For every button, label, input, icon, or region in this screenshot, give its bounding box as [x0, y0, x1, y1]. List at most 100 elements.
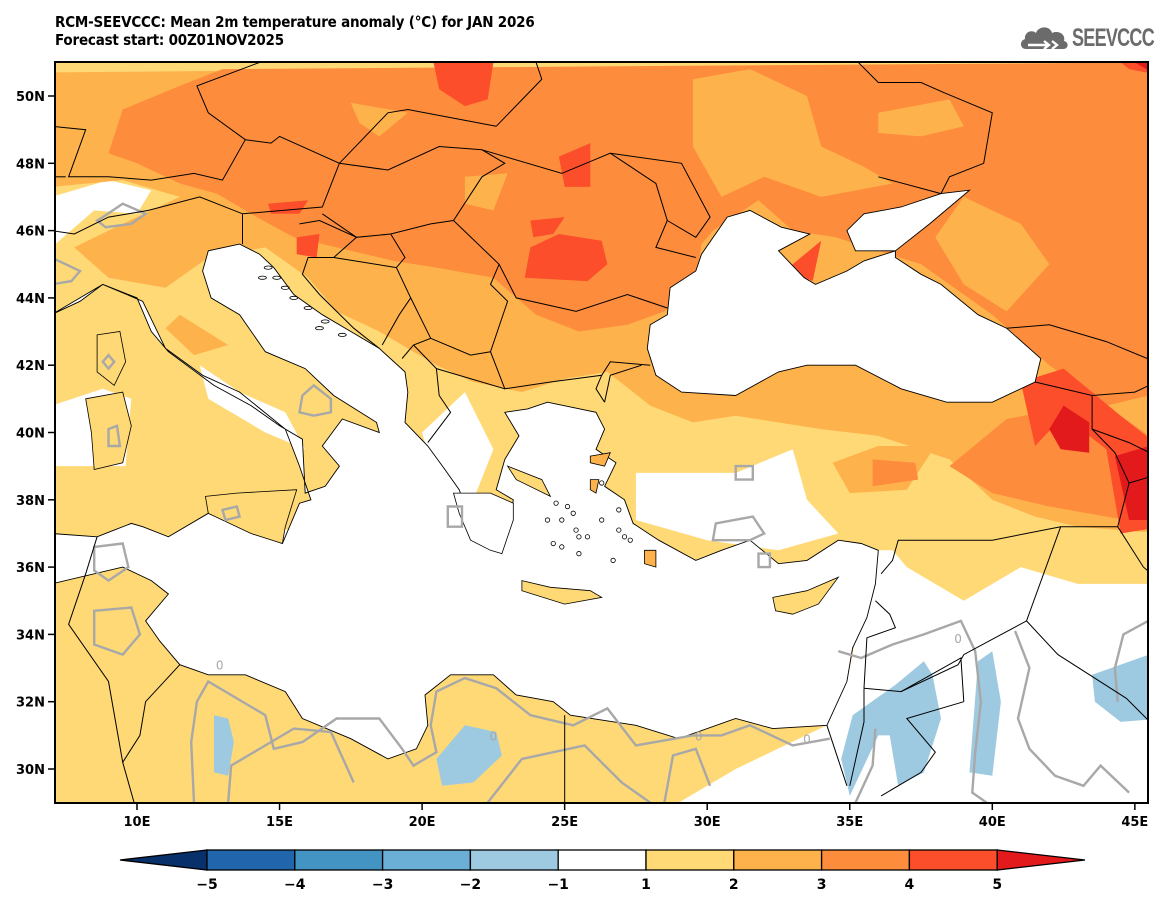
colorbar-label: −2 [460, 877, 481, 893]
aegean-island [584, 534, 591, 540]
zero-contour-label: 0 [803, 733, 811, 747]
anomaly-2-3 [165, 314, 229, 356]
country-border [1006, 324, 1148, 360]
anomaly-negative [214, 715, 234, 776]
zero-contour-label: 0 [954, 632, 962, 646]
colorbar-bin [908, 849, 998, 871]
lon-tick-label: 25E [551, 815, 578, 830]
anomaly-field [55, 62, 1148, 803]
colorbar-label: 3 [817, 877, 827, 893]
country-border [495, 62, 543, 127]
anomaly-negative [841, 661, 941, 796]
lat-tick-label: 32N [16, 696, 45, 711]
island-rhodes [644, 549, 657, 568]
colorbar-label: −4 [284, 877, 306, 893]
colorbar: −5 −4 −3 −2 −1 1 2 3 4 5 [119, 849, 1086, 893]
colorbar-label: 1 [641, 877, 651, 893]
country-border [826, 725, 848, 786]
lat-tick-label: 44N [16, 292, 45, 307]
title-line-1: RCM-SEEVCCC: Mean 2m temperature anomaly… [55, 13, 535, 31]
lon-tick-label: 10E [124, 815, 151, 830]
anomaly-negative [969, 651, 1001, 776]
anomaly-3-4 [872, 459, 919, 487]
country-border [68, 536, 124, 763]
zero-contour [227, 727, 355, 803]
zero-contour [1113, 619, 1148, 702]
lat-tick-label: 42N [16, 359, 45, 374]
colorbar-bin [820, 849, 911, 871]
colorbar-bin [381, 849, 472, 871]
aegean-island [599, 517, 605, 523]
zero-contour [711, 515, 766, 542]
country-border [1026, 620, 1148, 721]
anomaly-3-4 [108, 62, 1148, 406]
anomaly-negative [436, 725, 502, 786]
aegean-island [610, 557, 616, 563]
aegean-island [559, 517, 565, 523]
country-border [900, 657, 965, 702]
anomaly-2-3 [692, 69, 893, 197]
colorbar-bin [733, 849, 823, 871]
zero-contour [446, 505, 464, 528]
zero-contour [101, 353, 116, 371]
anomaly-2-3 [350, 102, 408, 137]
lon-tick-label: 15E [266, 815, 293, 830]
adriatic-island [320, 319, 330, 324]
zero-contour [757, 552, 772, 569]
anomaly-above-5 [1049, 405, 1090, 453]
country-border [333, 257, 397, 269]
island-chios [589, 479, 600, 494]
anomaly-2-3 [878, 99, 964, 137]
adriatic-island [280, 285, 290, 290]
country-border [1117, 526, 1148, 572]
aegean-island [627, 537, 633, 543]
colorbar-label: −3 [372, 877, 393, 893]
country-border [1034, 381, 1148, 397]
anomaly-4-5 [524, 234, 608, 282]
country-border [849, 688, 865, 786]
lon-tick-label: 45E [1121, 815, 1148, 830]
zero-contour [854, 728, 877, 803]
country-border [339, 108, 497, 164]
island-euboea [506, 465, 552, 498]
country-border [481, 149, 696, 258]
mediterranean-sea [55, 243, 879, 760]
adriatic-island [289, 295, 299, 300]
country-border [595, 375, 606, 403]
anomaly-2-3 [935, 196, 1050, 312]
lat-tick-label: 36N [16, 561, 45, 576]
country-border [381, 233, 412, 346]
title-line-2: Forecast start: 00Z01NOV2025 [55, 31, 284, 49]
country-border [610, 152, 711, 238]
anomaly-above-5 [1134, 62, 1148, 70]
zero-contour [298, 383, 333, 417]
adriatic-island [258, 275, 267, 280]
island-sicily [204, 489, 298, 545]
lon-tick-label: 40E [979, 815, 1006, 830]
colorbar-label: 5 [992, 877, 1002, 893]
country-border [880, 701, 964, 797]
zero-contour [93, 542, 130, 583]
longitude-axis: 10E 15E 20E 25E 30E 35E 40E 45E [124, 803, 1148, 830]
anomaly-negative [1092, 654, 1148, 722]
colorbar-min-arrow [119, 849, 208, 871]
country-border [436, 368, 505, 390]
seevccc-logo: SEEVCCC [1018, 22, 1165, 54]
zero-contour [837, 619, 988, 803]
aegean-island [621, 534, 628, 540]
country-border [322, 145, 506, 238]
zero-contour [189, 676, 831, 803]
sea-of-azov [846, 189, 971, 252]
anomaly-2-3 [464, 173, 508, 211]
anomaly-4-5 [296, 234, 320, 258]
anomaly-4-5 [433, 62, 494, 107]
island-cyprus [772, 576, 840, 615]
aegean-island [544, 517, 551, 523]
near-zero-region [55, 180, 152, 245]
lat-tick-label: 34N [16, 628, 45, 643]
zero-contour-label: 0 [695, 729, 703, 743]
country-border [430, 337, 491, 356]
adriatic-island [303, 305, 313, 310]
anomaly-above-5 [1114, 446, 1148, 520]
